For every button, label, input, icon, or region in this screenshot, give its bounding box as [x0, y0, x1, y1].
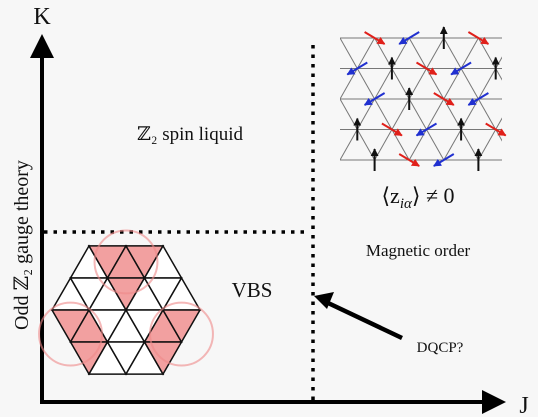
- op-rest: ⟩ ≠ 0: [412, 183, 455, 208]
- x-axis-label: J: [519, 393, 528, 417]
- lattice-bond: [427, 130, 444, 161]
- lattice-bond: [305, 38, 322, 69]
- lattice-bond: [513, 69, 530, 100]
- lattice-bond: [530, 130, 538, 161]
- region-label: ℤ₂ spin liquid: [137, 124, 244, 145]
- y-axis-label: K: [33, 4, 51, 30]
- lattice-bond: [461, 130, 478, 161]
- lattice-bond: [323, 99, 340, 130]
- side-label: Odd ℤ₂ gauge theory: [11, 160, 33, 330]
- lattice-bond: [340, 130, 357, 161]
- lattice-bond: [530, 69, 538, 100]
- lattice-bond: [357, 130, 374, 161]
- lattice-bond: [323, 69, 340, 100]
- lattice-bond: [496, 99, 513, 130]
- phase-diagram: K J Odd ℤ₂ gauge theory ℤ₂ spin liquid ⟨…: [0, 0, 538, 417]
- lattice-bond: [305, 130, 322, 161]
- lattice-bond: [478, 130, 495, 161]
- lattice-bond: [496, 38, 513, 69]
- order-parameter: ⟨ziα⟩ ≠ 0: [381, 183, 454, 212]
- lattice-bond: [340, 38, 357, 69]
- lattice-bond: [323, 130, 340, 161]
- lattice-bond: [375, 130, 392, 161]
- region-label: VBS: [232, 278, 273, 302]
- magnetic-lattice: [288, 38, 538, 160]
- op-base: ⟨z: [381, 183, 400, 208]
- lattice-bond: [427, 38, 444, 69]
- y-arrowhead: [30, 34, 54, 58]
- lattice-bond: [392, 99, 409, 130]
- lattice-bond: [513, 130, 530, 161]
- lattice-bond: [513, 99, 530, 130]
- lattice-bond: [513, 38, 530, 69]
- lattice-bond: [409, 99, 426, 130]
- lattice-bond: [340, 99, 357, 130]
- x-arrowhead: [482, 390, 506, 414]
- lattice-bond: [461, 69, 478, 100]
- lattice-bond: [409, 69, 426, 100]
- lattice-bond: [392, 69, 409, 100]
- lattice-bond: [323, 38, 340, 69]
- region-label: Magnetic order: [366, 241, 471, 260]
- lattice-bond: [496, 69, 513, 100]
- lattice-bond: [444, 38, 461, 69]
- lattice-bond: [288, 99, 305, 130]
- annotation: DQCP?: [417, 340, 464, 356]
- vbs-lattice: [39, 230, 213, 374]
- lattice-bond: [357, 69, 374, 100]
- lattice-bond: [288, 38, 305, 69]
- pointer-arrow: [326, 302, 402, 338]
